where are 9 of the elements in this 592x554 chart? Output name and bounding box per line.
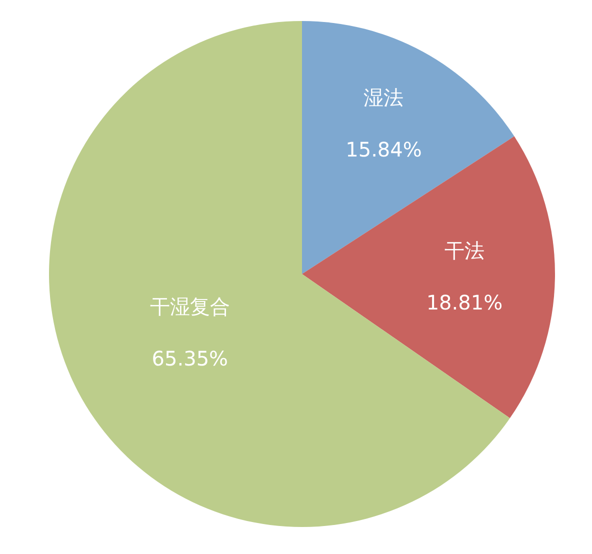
data-label: 65.35% <box>152 346 228 371</box>
data-label: 18.81% <box>426 290 503 314</box>
data-label: 15.84% <box>346 138 422 162</box>
pie-slice <box>49 21 510 527</box>
pie-slice <box>302 21 514 274</box>
slice-label: 干法 <box>444 238 484 262</box>
pie-slice <box>302 136 555 418</box>
slice-label: 干湿复合 <box>150 294 230 319</box>
slice-label: 湿法 <box>364 86 404 110</box>
